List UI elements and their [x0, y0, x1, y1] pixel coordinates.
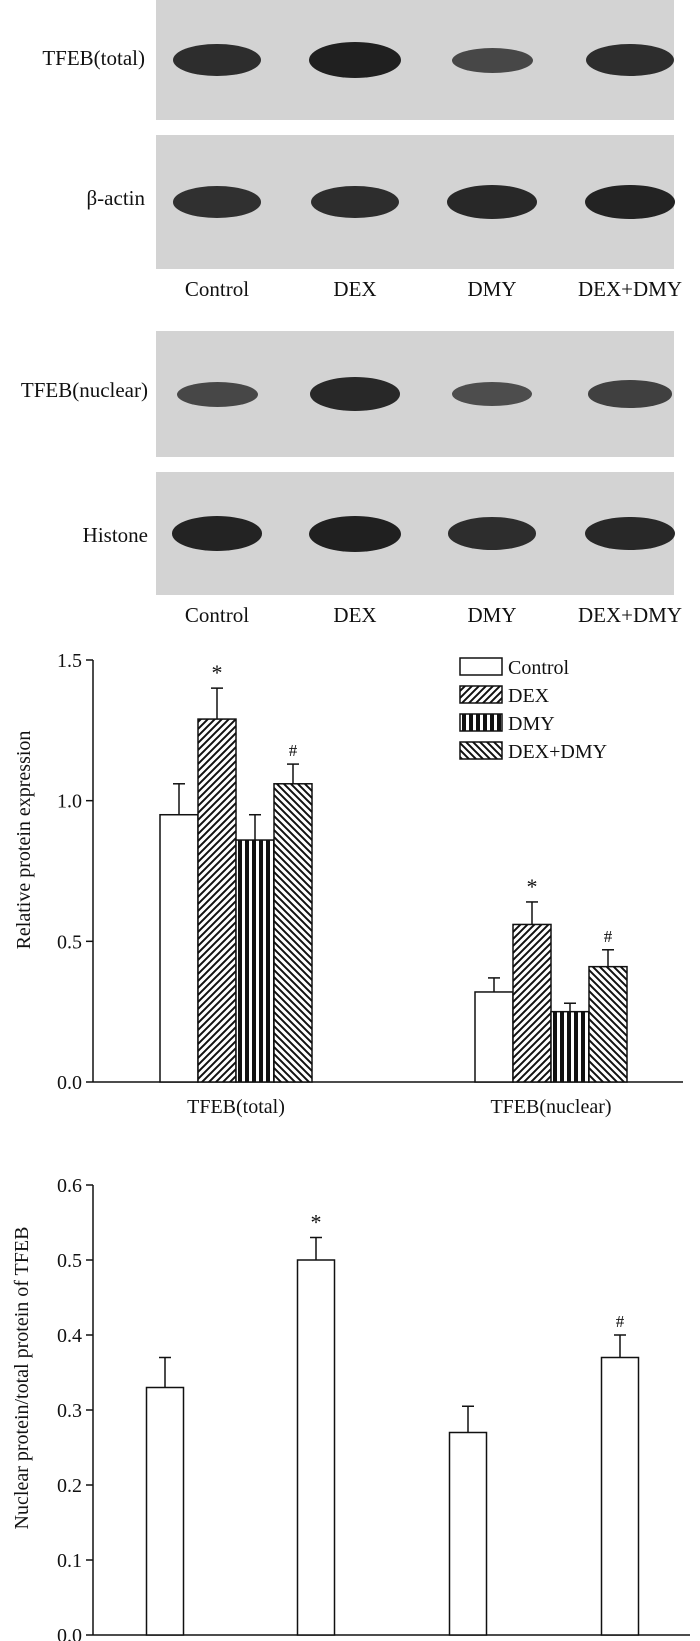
y-tick-label: 0.0 [57, 1072, 82, 1094]
y-tick-label: 0.5 [57, 931, 82, 953]
significance-mark: # [289, 741, 298, 760]
x-category-label: TFEB(total) [187, 1096, 285, 1118]
bar [296, 1259, 336, 1636]
y-axis-label: Nuclear protein/total protein of TFEB [11, 1227, 33, 1530]
blot-band [588, 380, 672, 408]
legend-swatch [459, 741, 503, 760]
lane-label: DEX+DMY [577, 277, 683, 301]
blot-band [310, 377, 400, 411]
blot-row-label: TFEB(total) [42, 46, 145, 70]
blot-band [585, 516, 675, 551]
legend-label: DEX [508, 685, 550, 707]
significance-mark: * [311, 1210, 322, 1235]
blot-band [447, 185, 537, 219]
bar [588, 965, 628, 1083]
grouped-bar-chart: 0.0 0.5 1.0 1.5 * # TFEB(total) * # TFEB(nuclear… [13, 650, 683, 1118]
blot-strip-beta-actin [156, 135, 676, 269]
blot-strip-tfeb-nuclear [156, 331, 674, 457]
y-tick-label: 0.0 [57, 1625, 82, 1641]
blot-band [447, 517, 537, 550]
bar [474, 991, 514, 1083]
bar [512, 923, 552, 1083]
ratio-bar-chart: 0.00.10.20.30.40.50.6 Control*DEXDMY#DEX… [11, 1175, 690, 1641]
lane-label: Control [184, 277, 250, 301]
x-category-label: TFEB(nuclear) [490, 1096, 611, 1118]
blot-band [310, 185, 400, 219]
lane-label: DEX [333, 277, 377, 301]
blot-band [309, 42, 401, 78]
lane-label: DEX+DMY [577, 603, 683, 627]
blot-strip-tfeb-total [156, 0, 675, 120]
significance-mark: * [527, 874, 538, 899]
y-tick-label: 0.3 [57, 1400, 82, 1422]
lane-label: DEX [333, 603, 377, 627]
y-tick-label: 1.5 [57, 650, 82, 672]
lane-label: DMY [467, 603, 517, 627]
blot-row-label: Histone [82, 523, 148, 547]
significance-mark: # [616, 1312, 625, 1331]
blot-band [452, 382, 532, 406]
y-tick-label: 0.4 [57, 1325, 82, 1347]
blot-band [584, 184, 676, 220]
blot-row-label: β-actin [86, 186, 146, 210]
legend-swatch [459, 713, 503, 732]
y-axis-label: Relative protein expression [13, 731, 35, 950]
y-tick-label: 0.6 [57, 1175, 82, 1197]
bar [159, 813, 199, 1083]
legend-swatch [459, 685, 503, 704]
blot-band [172, 43, 262, 77]
blot-band [309, 515, 401, 552]
bar [273, 783, 313, 1083]
bar [448, 1431, 488, 1636]
lane-label: DMY [467, 277, 517, 301]
bar [550, 1010, 590, 1083]
legend-label: Control [508, 657, 570, 679]
legend-label: DEX+DMY [508, 741, 607, 763]
y-tick-label: 1.0 [57, 791, 82, 813]
y-tick-label: 0.1 [57, 1550, 82, 1572]
y-tick-label: 0.2 [57, 1475, 82, 1497]
legend-label: DMY [508, 713, 555, 735]
y-tick-label: 0.5 [57, 1250, 82, 1272]
bar [197, 718, 237, 1083]
blot-band [176, 381, 258, 407]
blot-band [173, 186, 261, 218]
blot-band [171, 516, 263, 551]
bar [600, 1356, 640, 1636]
bar [235, 839, 275, 1083]
blot-row-label: TFEB(nuclear) [20, 378, 148, 402]
lane-label: Control [184, 603, 250, 627]
bar [145, 1386, 185, 1636]
blot-band [451, 47, 533, 73]
blot-band [585, 43, 675, 77]
significance-mark: # [604, 927, 613, 946]
legend-swatch [459, 657, 503, 676]
blot-strip-histone [156, 472, 675, 595]
significance-mark: * [212, 660, 223, 685]
